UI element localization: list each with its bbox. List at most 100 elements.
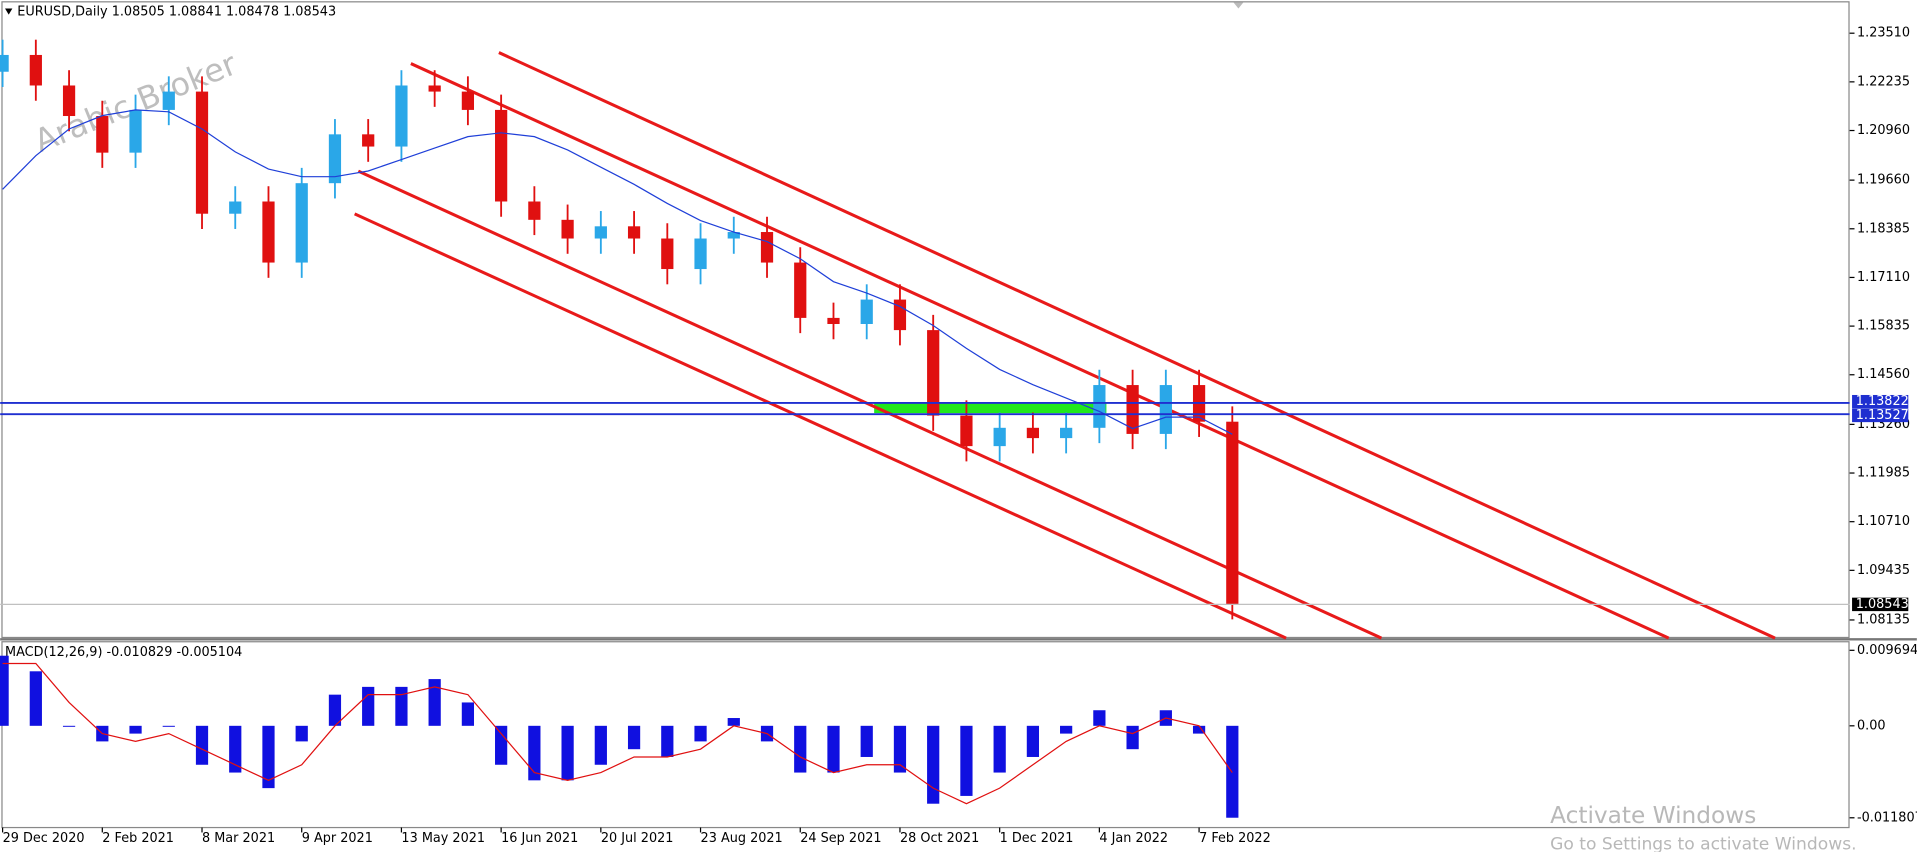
x-tick-label: 23 Aug 2021 [701,831,783,846]
y-tick-label: 1.15835 [1857,319,1910,334]
macd-bar [29,671,42,726]
macd-bar [694,725,707,742]
macd-bar [960,725,973,796]
x-tick-label: 16 Jun 2021 [501,831,578,846]
x-tick-label: 2 Feb 2021 [102,831,174,846]
macd-bar [328,694,342,726]
signal-line [2,662,1233,805]
macd-bar [62,725,76,727]
macd-title: MACD(12,26,9) -0.010829 -0.005104 [5,645,242,660]
macd-bar [362,686,375,726]
macd-bar [1060,725,1073,734]
candle-body [129,109,142,153]
candle-body [362,134,375,147]
candle-body [561,219,574,239]
candle-body [661,238,674,270]
last-price-label: 1.08543 [1856,597,1909,612]
macd-bar [461,702,475,726]
x-tick-label: 28 Oct 2021 [900,831,979,846]
y-tick-label: 1.17110 [1857,270,1910,285]
candle-body [495,109,508,202]
macd-bar [229,725,242,773]
macd-bar [495,725,508,765]
level-tag [1852,408,1909,423]
shift-marker [1233,2,1244,9]
y-tick-label: 0.009694 [1857,643,1917,658]
chart-title: EURUSD,Daily 1.08505 1.08841 1.08478 1.0… [17,5,336,20]
macd-bar [395,686,408,726]
macd-bar [561,725,574,781]
activation-subtitle: Go to Settings to activate Windows. [1550,835,1856,852]
y-tick-label: 1.20960 [1857,123,1910,138]
candle-body [1159,385,1172,434]
x-tick-label: 24 Sep 2021 [800,831,881,846]
x-tick-label: 9 Apr 2021 [302,831,373,846]
candle-body [328,134,342,184]
macd-bar [993,725,1006,773]
candle-body [1093,385,1106,428]
candle-body [993,427,1006,447]
candle-body [29,54,42,86]
channel-line [410,62,1670,640]
candle-body [760,232,774,263]
y-tick-label: 0.00 [1857,718,1886,733]
moving-average [2,109,1233,435]
macd-bar [195,725,209,765]
x-tick-label: 29 Dec 2020 [3,831,85,846]
candle-body [395,85,408,147]
y-tick-label: 1.11985 [1857,466,1910,481]
last-price-tag [1852,597,1909,612]
candle-body [1060,427,1073,439]
candle-body [594,226,607,239]
activation-title: Activate Windows [1550,802,1756,829]
candle-body [0,54,9,72]
x-tick-label: 8 Mar 2021 [202,831,275,846]
macd-bar [594,725,607,765]
channel-line [357,169,1383,640]
menu-arrow[interactable] [5,8,13,15]
candle-body [893,299,907,331]
macd-bar [661,725,674,757]
macd-bar [162,725,175,727]
support-zone [874,402,1107,414]
x-tick-label: 13 May 2021 [401,831,485,846]
x-tick-label: 4 Jan 2022 [1099,831,1168,846]
y-tick-label: 1.10710 [1857,514,1910,529]
macd-bar [927,725,940,804]
level-label: 1.13527 [1856,408,1909,423]
candle-body [694,238,707,270]
candle-body [162,91,175,110]
candle-body [1126,385,1139,434]
candle-body [195,91,209,214]
candle-body [62,85,76,117]
macd-bar [860,725,873,757]
y-tick-label: 1.14560 [1857,367,1910,382]
level-label: 1.13822 [1856,394,1909,409]
macd-bar [528,725,541,781]
channel-line [354,212,1287,640]
macd-bar [893,725,907,773]
y-tick-label: 1.18385 [1857,221,1910,236]
candle-body [528,201,541,220]
candle-body [1226,421,1239,605]
x-tick-label: 1 Dec 2021 [1000,831,1074,846]
candle-body [794,262,807,318]
macd-bar [0,655,9,726]
macd-bar [1026,725,1040,757]
y-tick-label: -0.011807 [1857,810,1917,825]
y-tick-label: 1.22235 [1857,74,1910,89]
candle-body [827,317,840,325]
y-tick-label: 1.23510 [1857,26,1910,41]
macd-bar [794,725,807,773]
candle-body [461,91,475,110]
candle-body [295,183,308,263]
candle-body [627,226,641,239]
candle-body [229,201,242,214]
macd-bar [627,725,641,750]
macd-bar [1093,710,1106,726]
macd-bar [827,725,840,773]
candle-body [960,415,973,447]
y-tick-label: 1.08135 [1857,612,1910,627]
candle-body [1026,427,1040,439]
